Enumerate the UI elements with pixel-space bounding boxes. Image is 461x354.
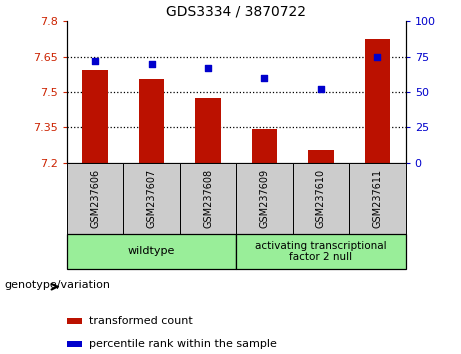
Bar xyxy=(349,163,406,234)
Text: wildtype: wildtype xyxy=(128,246,175,256)
Point xyxy=(148,61,155,67)
Title: GDS3334 / 3870722: GDS3334 / 3870722 xyxy=(166,5,306,19)
Text: percentile rank within the sample: percentile rank within the sample xyxy=(89,338,277,349)
Bar xyxy=(365,39,390,163)
Point xyxy=(261,75,268,81)
Bar xyxy=(83,70,108,163)
Text: transformed count: transformed count xyxy=(89,316,193,326)
Text: GSM237606: GSM237606 xyxy=(90,169,100,228)
Bar xyxy=(236,163,293,234)
Text: GSM237610: GSM237610 xyxy=(316,169,326,228)
Bar xyxy=(195,98,221,163)
Bar xyxy=(139,79,164,163)
Bar xyxy=(252,129,277,163)
Bar xyxy=(123,163,180,234)
Bar xyxy=(67,341,82,347)
Bar xyxy=(67,163,123,234)
Bar xyxy=(308,150,334,163)
Point xyxy=(91,58,99,64)
Text: genotype/variation: genotype/variation xyxy=(5,280,111,290)
Point xyxy=(374,54,381,59)
Bar xyxy=(293,163,349,234)
Text: GSM237611: GSM237611 xyxy=(372,169,383,228)
Text: activating transcriptional
factor 2 null: activating transcriptional factor 2 null xyxy=(255,240,387,262)
Text: GSM237609: GSM237609 xyxy=(260,169,270,228)
Bar xyxy=(236,234,406,269)
Bar xyxy=(67,318,82,324)
Text: GSM237608: GSM237608 xyxy=(203,169,213,228)
Point xyxy=(204,65,212,71)
Point xyxy=(317,86,325,92)
Text: GSM237607: GSM237607 xyxy=(147,169,157,228)
Bar xyxy=(180,163,236,234)
Bar xyxy=(67,234,236,269)
